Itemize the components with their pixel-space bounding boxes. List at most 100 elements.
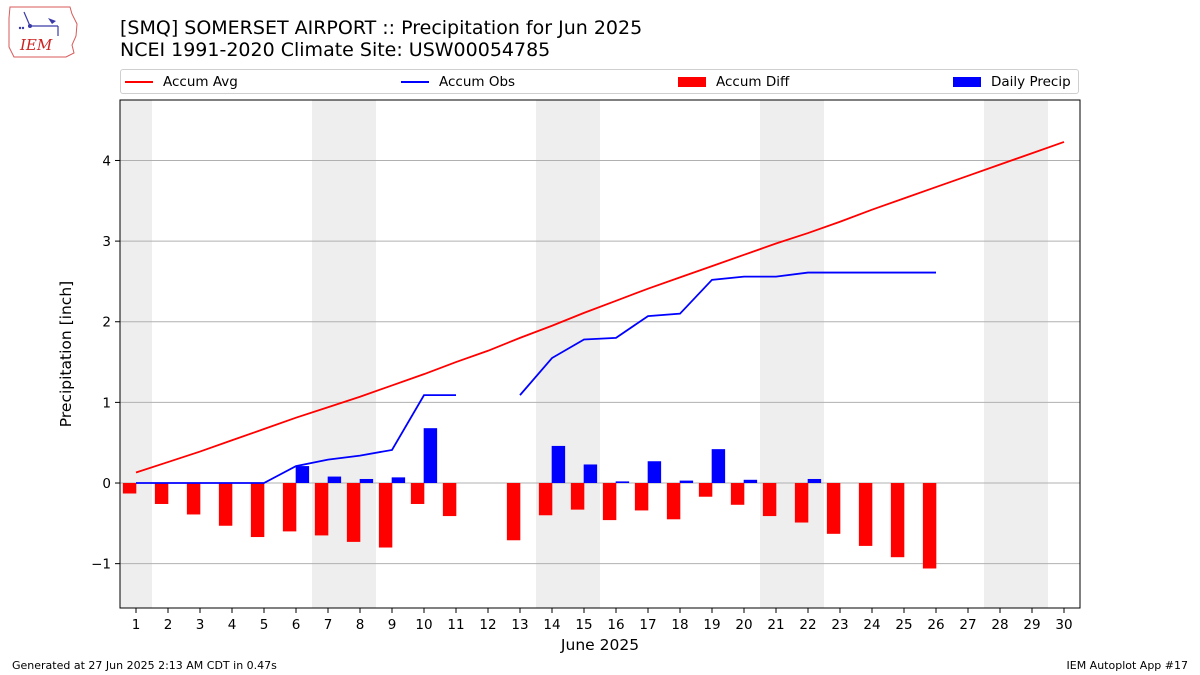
accum-diff-bar-day-8 [346, 483, 361, 542]
x-tick-label-5: 5 [260, 617, 269, 633]
legend-label-accum-avg: Accum Avg [163, 74, 238, 90]
accum-diff-bar-day-19 [698, 483, 713, 497]
plot-frame [119, 99, 1081, 609]
daily-precip-bar-day-19 [711, 449, 726, 484]
legend-item-accum-diff: Accum Diff [678, 74, 789, 90]
accum-diff-bar-day-13 [506, 483, 521, 541]
legend-label-accum-diff: Accum Diff [716, 74, 790, 90]
logo-text: IEM [19, 36, 53, 54]
y-tick-label-0: 0 [102, 476, 111, 492]
legend-item-accum-obs: Accum Obs [401, 74, 515, 90]
x-tick-label-17: 17 [639, 617, 656, 633]
legend-swatch-accum-obs [401, 81, 429, 83]
x-tick-label-13: 13 [511, 617, 528, 633]
y-tick-label-2: 2 [102, 315, 111, 331]
x-tick-label-10: 10 [415, 617, 432, 633]
lines [135, 141, 1065, 484]
accum-diff-bar-day-16 [602, 483, 617, 521]
accum-diff-bar-day-20 [730, 483, 745, 505]
legend-label-daily-precip: Daily Precip [991, 74, 1071, 90]
x-tick-label-1: 1 [132, 617, 141, 633]
accum-avg-line [135, 141, 1065, 474]
accum-diff-bar-day-24 [858, 483, 873, 546]
x-tick-label-16: 16 [607, 617, 624, 633]
x-tick-label-24: 24 [863, 617, 880, 633]
legend-swatch-accum-avg [125, 81, 153, 83]
accum-diff-bar-day-1 [122, 483, 137, 494]
accum-diff-bar-day-2 [154, 483, 169, 504]
chart-subtitle: NCEI 1991-2020 Climate Site: USW00054785 [120, 39, 551, 61]
accum-diff-bar-day-26 [922, 483, 937, 569]
weekend-shading [120, 100, 1048, 608]
x-axis-label: June 2025 [560, 636, 640, 654]
x-tick-label-19: 19 [703, 617, 720, 633]
x-tick-label-4: 4 [228, 617, 237, 633]
x-tick-label-25: 25 [895, 617, 912, 633]
x-tick-label-22: 22 [799, 617, 816, 633]
legend: Accum Avg Accum Obs Accum Diff Daily Pre… [120, 69, 1079, 94]
daily-precip-bar-day-16 [615, 481, 630, 484]
weekend-shade-0 [120, 100, 152, 608]
daily-precip-bar-day-6 [295, 466, 310, 484]
x-tick-label-6: 6 [292, 617, 301, 633]
x-tick-label-14: 14 [543, 617, 560, 633]
accum-diff-bar-day-23 [826, 483, 841, 534]
accum-obs-line-segment-0 [136, 394, 456, 484]
daily-precip-bar-day-10 [423, 428, 438, 484]
daily-precip-bar-day-14 [551, 445, 566, 484]
bars [122, 428, 937, 569]
accum-diff-bar-day-22 [794, 483, 809, 523]
x-tick-label-28: 28 [991, 617, 1008, 633]
legend-swatch-accum-diff [678, 77, 706, 87]
accum-diff-bar-day-15 [570, 483, 585, 510]
iem-logo: IEM [8, 6, 78, 58]
chart-title: [SMQ] SOMERSET AIRPORT :: Precipitation … [120, 17, 643, 39]
x-tick-label-20: 20 [735, 617, 752, 633]
x-tick-label-15: 15 [575, 617, 592, 633]
legend-item-daily-precip: Daily Precip [953, 74, 1071, 90]
daily-precip-bar-day-22 [807, 478, 822, 484]
accum-diff-bar-day-3 [186, 483, 201, 515]
accum-diff-bar-day-14 [538, 483, 553, 516]
accum-diff-bar-day-25 [890, 483, 905, 558]
weekend-shade-3 [760, 100, 824, 608]
legend-swatch-daily-precip [953, 77, 981, 87]
y-tick-label-4: 4 [102, 153, 111, 169]
accum-diff-bar-day-5 [250, 483, 265, 538]
x-tick-label-26: 26 [927, 617, 944, 633]
accum-diff-bar-day-10 [410, 483, 425, 504]
accum-diff-bar-day-4 [218, 483, 233, 526]
x-tick-label-21: 21 [767, 617, 784, 633]
iowa-outline-icon [8, 6, 78, 58]
x-tick-label-2: 2 [164, 617, 173, 633]
y-tick-label-3: 3 [102, 234, 111, 250]
gridlines [120, 159, 1080, 565]
accum-diff-bar-day-11 [442, 483, 457, 517]
footer-generated-text: Generated at 27 Jun 2025 2:13 AM CDT in … [12, 659, 277, 672]
daily-precip-bar-day-15 [583, 464, 598, 484]
x-tick-label-30: 30 [1055, 617, 1072, 633]
accum-diff-bar-day-9 [378, 483, 393, 548]
daily-precip-bar-day-8 [359, 478, 374, 484]
x-tick-label-3: 3 [196, 617, 205, 633]
x-tick-label-9: 9 [388, 617, 397, 633]
weekend-shade-4 [984, 100, 1048, 608]
accum-obs-line-segment-1 [519, 271, 936, 396]
daily-precip-bar-day-7 [327, 476, 342, 484]
accum-diff-bar-day-17 [634, 483, 649, 511]
legend-item-accum-avg: Accum Avg [125, 74, 238, 90]
x-tick-label-7: 7 [324, 617, 333, 633]
y-tick-label-1: 1 [102, 395, 111, 411]
x-tick-label-29: 29 [1023, 617, 1040, 633]
daily-precip-bar-day-18 [679, 480, 694, 484]
weekend-shade-2 [536, 100, 600, 608]
daily-precip-bar-day-9 [391, 477, 406, 484]
x-tick-label-27: 27 [959, 617, 976, 633]
wind-vane-icon [23, 11, 31, 27]
accum-diff-bar-day-6 [282, 483, 297, 532]
x-tick-label-8: 8 [356, 617, 365, 633]
daily-precip-bar-day-17 [647, 461, 662, 484]
x-tick-label-12: 12 [479, 617, 496, 633]
